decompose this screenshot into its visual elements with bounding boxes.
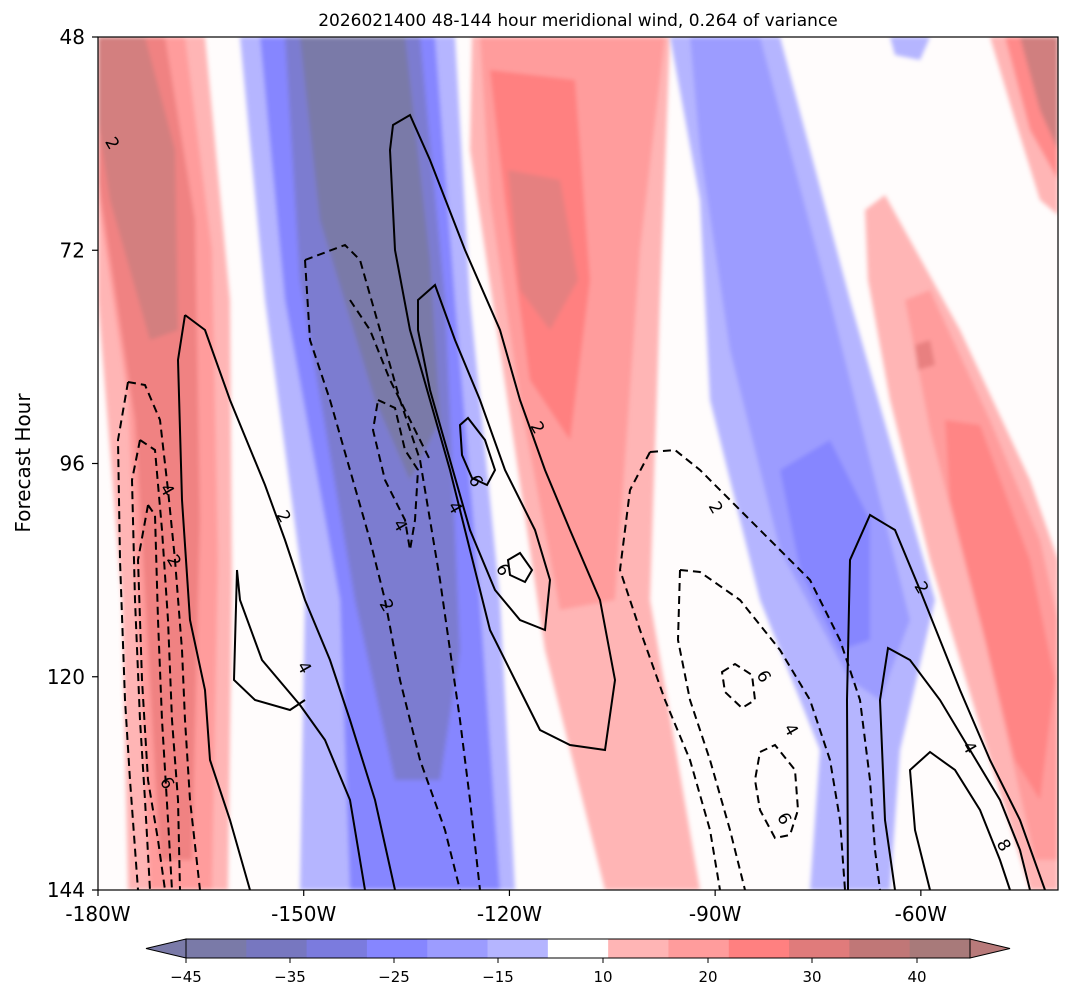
contour-neg-west-outer-left [116, 381, 139, 890]
red-band-central [470, 37, 700, 890]
x-tick-label: -60W [895, 902, 948, 926]
colorbar-tick-label: 40 [907, 968, 926, 986]
colorbar-segment [427, 939, 489, 958]
colorbar-segment [366, 939, 428, 958]
colorbar-segment [246, 939, 308, 958]
contour-pos-central-six [458, 416, 497, 487]
contour-neg-west-mid [139, 439, 181, 890]
contour-neg-east-outer-left [618, 451, 721, 890]
red-band-east-level-25 [915, 340, 935, 370]
y-tick-label: 48 [60, 25, 85, 49]
contour-neg-central-right [349, 299, 431, 461]
contour-pos-east-mid [878, 646, 1031, 890]
colorbar-segment [909, 939, 971, 958]
colorbar-segment [668, 939, 730, 958]
contour-pos-central-six-small [506, 551, 534, 584]
contour-neg-west-inner [147, 504, 173, 890]
y-tick-label: 120 [47, 665, 85, 689]
colorbar-tick-label: −15 [482, 968, 514, 986]
colorbar-segment [306, 939, 368, 958]
blue-band-east-level-20 [780, 440, 870, 650]
colorbar-tick-label: −35 [274, 968, 306, 986]
contour-neg-east-mid [679, 569, 846, 890]
chart-title: 2026021400 48-144 hour meridional wind, … [318, 11, 838, 31]
contour-neg-west-outer [127, 381, 201, 890]
blue-band-central-level-45 [300, 37, 440, 480]
y-tick-label: 72 [60, 238, 85, 262]
contour-neg-central-inner [371, 398, 420, 551]
red-band-west [98, 37, 232, 890]
contour-pos-central-inner [417, 283, 552, 632]
colorbar-tick-label: 20 [698, 968, 717, 986]
colorbar-segment [186, 939, 247, 958]
colorbar-segment [849, 939, 911, 958]
contour-pos-pocket-west-2 [236, 569, 366, 890]
contour-neg-east-inner-six [720, 662, 757, 710]
y-axis: 48 72 96 120 144 [47, 25, 98, 902]
contour-neg-east-mid-left [676, 569, 746, 890]
x-axis: -180W -150W -120W -90W -60W [65, 890, 947, 926]
colorbar-tick-label: 10 [593, 968, 612, 986]
contour-pos-central-outer [388, 113, 617, 752]
x-tick-label: -90W [689, 902, 742, 926]
contour-pos-east-inner [908, 750, 1011, 890]
colorbar-extend-max [969, 938, 1011, 959]
colorbar-segment [487, 939, 549, 958]
x-tick-label: -180W [65, 902, 130, 926]
colorbar: −45 −35 −25 −15 10 20 30 40 [145, 938, 1011, 986]
colorbar-segment [728, 939, 790, 958]
contour-pos-west-outer [184, 314, 396, 890]
filled-contours [98, 37, 1058, 890]
contour-neg-east-inner-six-lower [753, 743, 800, 840]
colorbar-tick-label: −25 [378, 968, 410, 986]
contour-pos-pocket-west-1 [232, 569, 306, 712]
red-band-east [865, 37, 1058, 890]
colorbar-segment [547, 939, 609, 958]
colorbar-frame [185, 938, 971, 959]
colorbar-tick-label: −45 [170, 968, 202, 986]
red-band-west-level-40 [98, 37, 178, 340]
red-band-east-north-level-30 [1020, 37, 1058, 150]
blue-band-east-level-north [890, 37, 930, 60]
colorbar-extend-min [145, 938, 187, 959]
red-band-east-level-20 [945, 420, 1055, 800]
contour-neg-east-outer [649, 448, 881, 890]
x-tick-label: -150W [271, 902, 336, 926]
contour-neg-west-inner-left [136, 504, 166, 890]
contour-lines [176, 113, 1046, 890]
colorbar-tick-label: 30 [802, 968, 821, 986]
y-axis-label: Forecast Hour [11, 393, 35, 533]
x-tick-label: -120W [477, 902, 542, 926]
contour-neg-central-main [304, 243, 481, 890]
red-band-central-level-25 [508, 170, 578, 330]
contour-neg-west-mid-left [130, 439, 151, 890]
contour-neg-central-main-left [304, 259, 461, 890]
blue-band-central [240, 37, 515, 890]
colorbar-segment [789, 939, 850, 958]
y-tick-label: 144 [47, 878, 85, 902]
colorbar-segment [608, 939, 669, 958]
contour-lines-dashed [116, 243, 881, 890]
contour-pos-east-outer [845, 513, 1046, 890]
y-tick-label: 96 [60, 452, 85, 476]
contour-pos-west-inner [176, 314, 251, 890]
blue-band-east [670, 37, 935, 890]
